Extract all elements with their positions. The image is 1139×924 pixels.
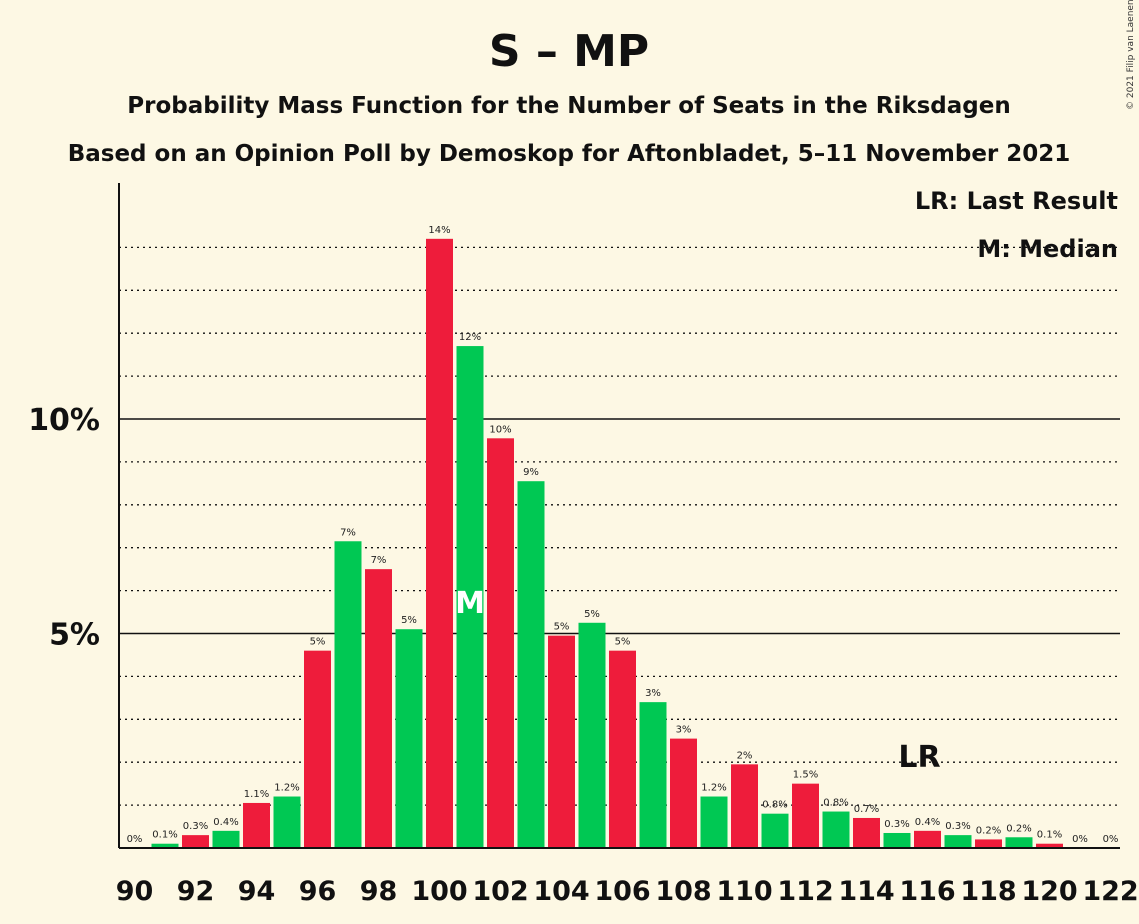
bar-value-label: 0.4% xyxy=(213,817,238,828)
x-tick-label: 90 xyxy=(116,876,154,907)
bar-seat-110 xyxy=(731,764,758,848)
copyright-text: © 2021 Filip van Laenen xyxy=(1126,0,1136,110)
bar-value-label: 9% xyxy=(523,467,539,478)
bar-seat-97 xyxy=(334,541,362,848)
bar-seat-119 xyxy=(1005,837,1033,848)
bar-seat-92 xyxy=(182,835,209,848)
bar-value-label: 7% xyxy=(340,527,356,538)
bar-value-label: 0.2% xyxy=(976,825,1001,836)
x-tick-label: 102 xyxy=(472,876,528,907)
legend-last-result: LR: Last Result xyxy=(915,187,1118,215)
x-tick-label: 92 xyxy=(177,876,215,907)
median-marker: M xyxy=(455,586,485,621)
bar-seat-100 xyxy=(426,238,453,848)
bar-seat-93 xyxy=(212,830,240,848)
bar-value-label: 1.1% xyxy=(244,789,269,800)
bar-seat-108 xyxy=(670,738,697,848)
grid-lines xyxy=(119,246,1120,806)
bar-value-label: 0.1% xyxy=(152,830,177,841)
bar-seat-95 xyxy=(273,796,301,848)
chart-subtitle-2: Based on an Opinion Poll by Demoskop for… xyxy=(68,141,1071,167)
bar-value-label: 0% xyxy=(127,834,143,845)
bar-seat-113 xyxy=(822,811,850,848)
bar-seat-106 xyxy=(609,650,636,848)
x-tick-label: 112 xyxy=(777,876,833,907)
bar-value-label: 0.8% xyxy=(823,798,848,809)
x-tick-label: 106 xyxy=(594,876,650,907)
x-tick-label: 98 xyxy=(360,876,398,907)
bar-value-label: 12% xyxy=(459,332,481,343)
y-tick-label: 5% xyxy=(49,618,100,653)
legend-median: M: Median xyxy=(977,235,1118,263)
bar-seat-98 xyxy=(365,569,392,848)
bar-value-label: 2% xyxy=(737,750,753,761)
bar-seat-112 xyxy=(792,783,819,848)
chart-title: S – MP xyxy=(489,26,649,77)
bar-seat-99 xyxy=(395,629,423,848)
bar-value-label: 0.8% xyxy=(762,800,787,811)
bar-seat-103 xyxy=(517,481,545,848)
x-tick-label: 96 xyxy=(299,876,337,907)
x-tick-label: 100 xyxy=(411,876,467,907)
bar-value-label: 0.1% xyxy=(1037,830,1062,841)
x-ticks: 90 92 94 96 98 100 102 104 106 108 110 112 114 116 118… xyxy=(116,876,1139,907)
chart-subtitle: Probability Mass Function for the Number… xyxy=(127,93,1010,119)
y-ticks: 5% 10% xyxy=(28,403,100,653)
bar-seat-118 xyxy=(975,839,1002,848)
bar-value-label: 0.3% xyxy=(183,821,208,832)
y-tick-label: 10% xyxy=(28,403,100,438)
bar-seat-116 xyxy=(914,830,941,848)
bars xyxy=(151,238,1063,848)
bar-seat-120 xyxy=(1036,843,1063,848)
bar-value-label: 14% xyxy=(428,225,450,236)
bar-seat-117 xyxy=(944,835,972,848)
bar-value-label: 0.3% xyxy=(945,821,970,832)
bar-value-label: 0.4% xyxy=(915,817,940,828)
bar-seat-94 xyxy=(243,802,270,848)
last-result-marker: LR xyxy=(898,740,940,775)
bar-seat-115 xyxy=(883,832,911,848)
x-tick-label: 116 xyxy=(899,876,955,907)
bar-seat-114 xyxy=(853,817,880,848)
bar-labels: 0% 0.1% 0.3% 0.4% 1.1% 1.2% 5% 7% 7% 5% 14% 12% 10% 9… xyxy=(127,225,1119,845)
x-tick-label: 114 xyxy=(838,876,894,907)
x-tick-label: 118 xyxy=(960,876,1016,907)
bar-value-label: 5% xyxy=(554,622,570,633)
bar-value-label: 5% xyxy=(401,615,417,626)
bar-value-label: 5% xyxy=(584,609,600,620)
x-tick-label: 108 xyxy=(655,876,711,907)
bar-value-label: 1.5% xyxy=(793,770,818,781)
bar-seat-104 xyxy=(548,635,575,848)
bar-seat-91 xyxy=(151,843,179,848)
bar-value-label: 0% xyxy=(1103,834,1119,845)
bar-value-label: 5% xyxy=(615,637,631,648)
bar-value-label: 0% xyxy=(1072,834,1088,845)
bar-seat-105 xyxy=(578,622,606,848)
bar-seat-111 xyxy=(761,813,789,848)
bar-value-label: 3% xyxy=(645,688,661,699)
x-tick-label: 104 xyxy=(533,876,589,907)
bar-seat-102 xyxy=(487,438,514,848)
bar-value-label: 0.3% xyxy=(884,819,909,830)
bar-seat-107 xyxy=(639,702,667,848)
bar-value-label: 1.2% xyxy=(701,783,726,794)
markers: M LR xyxy=(455,586,941,775)
bar-seat-109 xyxy=(700,796,728,848)
bar-value-label: 0.7% xyxy=(854,804,879,815)
x-tick-label: 120 xyxy=(1021,876,1077,907)
x-tick-label: 110 xyxy=(716,876,772,907)
bar-value-label: 0.2% xyxy=(1006,823,1031,834)
bar-value-label: 5% xyxy=(310,637,326,648)
bar-seat-101 xyxy=(456,346,484,848)
x-tick-label: 94 xyxy=(238,876,276,907)
bar-value-label: 1.2% xyxy=(274,783,299,794)
bar-seat-96 xyxy=(304,650,331,848)
bar-value-label: 7% xyxy=(371,555,387,566)
bar-value-label: 3% xyxy=(676,725,692,736)
x-tick-label: 122 xyxy=(1082,876,1138,907)
bar-value-label: 10% xyxy=(489,424,511,435)
